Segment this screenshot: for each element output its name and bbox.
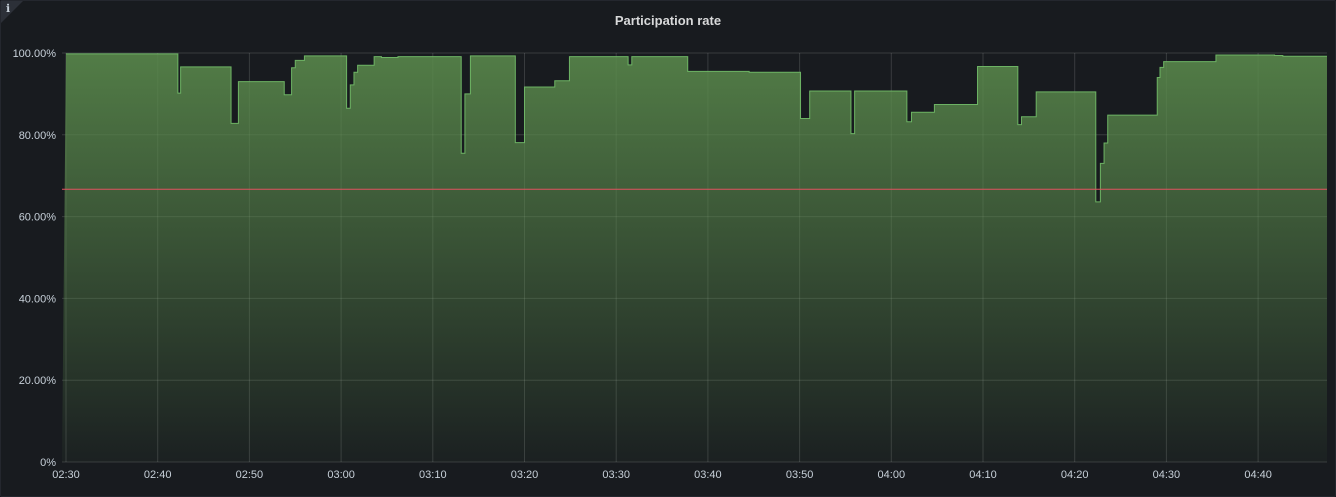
y-tick-label: 100.00% <box>13 48 57 60</box>
series-line[interactable] <box>66 53 1327 203</box>
x-tick-label: 04:30 <box>1153 469 1181 481</box>
x-tick-label: 03:20 <box>511 469 539 481</box>
series-area-layer <box>62 53 1327 463</box>
x-tick-label: 04:40 <box>1244 469 1272 481</box>
y-tick-label: 80.00% <box>19 130 57 142</box>
y-axis-ticks: 0% 20.00% 40.00% 60.00% 80.00% 100.00% <box>13 48 57 469</box>
x-tick-label: 03:30 <box>602 469 630 481</box>
x-tick-label: 03:50 <box>786 469 814 481</box>
x-tick-label: 02:50 <box>236 469 264 481</box>
y-tick-label: 40.00% <box>19 293 57 305</box>
x-tick-label: 02:40 <box>144 469 172 481</box>
series-area-fill <box>62 53 1327 463</box>
y-tick-label: 20.00% <box>19 375 57 387</box>
info-corner[interactable] <box>1 1 23 23</box>
panel-title: Participation rate <box>614 13 722 28</box>
y-tick-label: 60.00% <box>19 212 57 224</box>
x-tick-label: 03:00 <box>327 469 355 481</box>
x-tick-label: 04:00 <box>878 469 906 481</box>
x-tick-label: 02:30 <box>52 469 80 481</box>
y-tick-label: 0% <box>40 457 56 469</box>
x-axis-ticks: 02:30 02:40 02:50 03:00 03:10 03:20 03:30 03:40… <box>52 469 1272 481</box>
x-tick-label: 03:40 <box>694 469 722 481</box>
x-tick-label: 03:10 <box>419 469 447 481</box>
x-tick-label: 04:10 <box>969 469 997 481</box>
info-icon[interactable]: ℹ <box>6 2 11 15</box>
x-tick-label: 04:20 <box>1061 469 1089 481</box>
